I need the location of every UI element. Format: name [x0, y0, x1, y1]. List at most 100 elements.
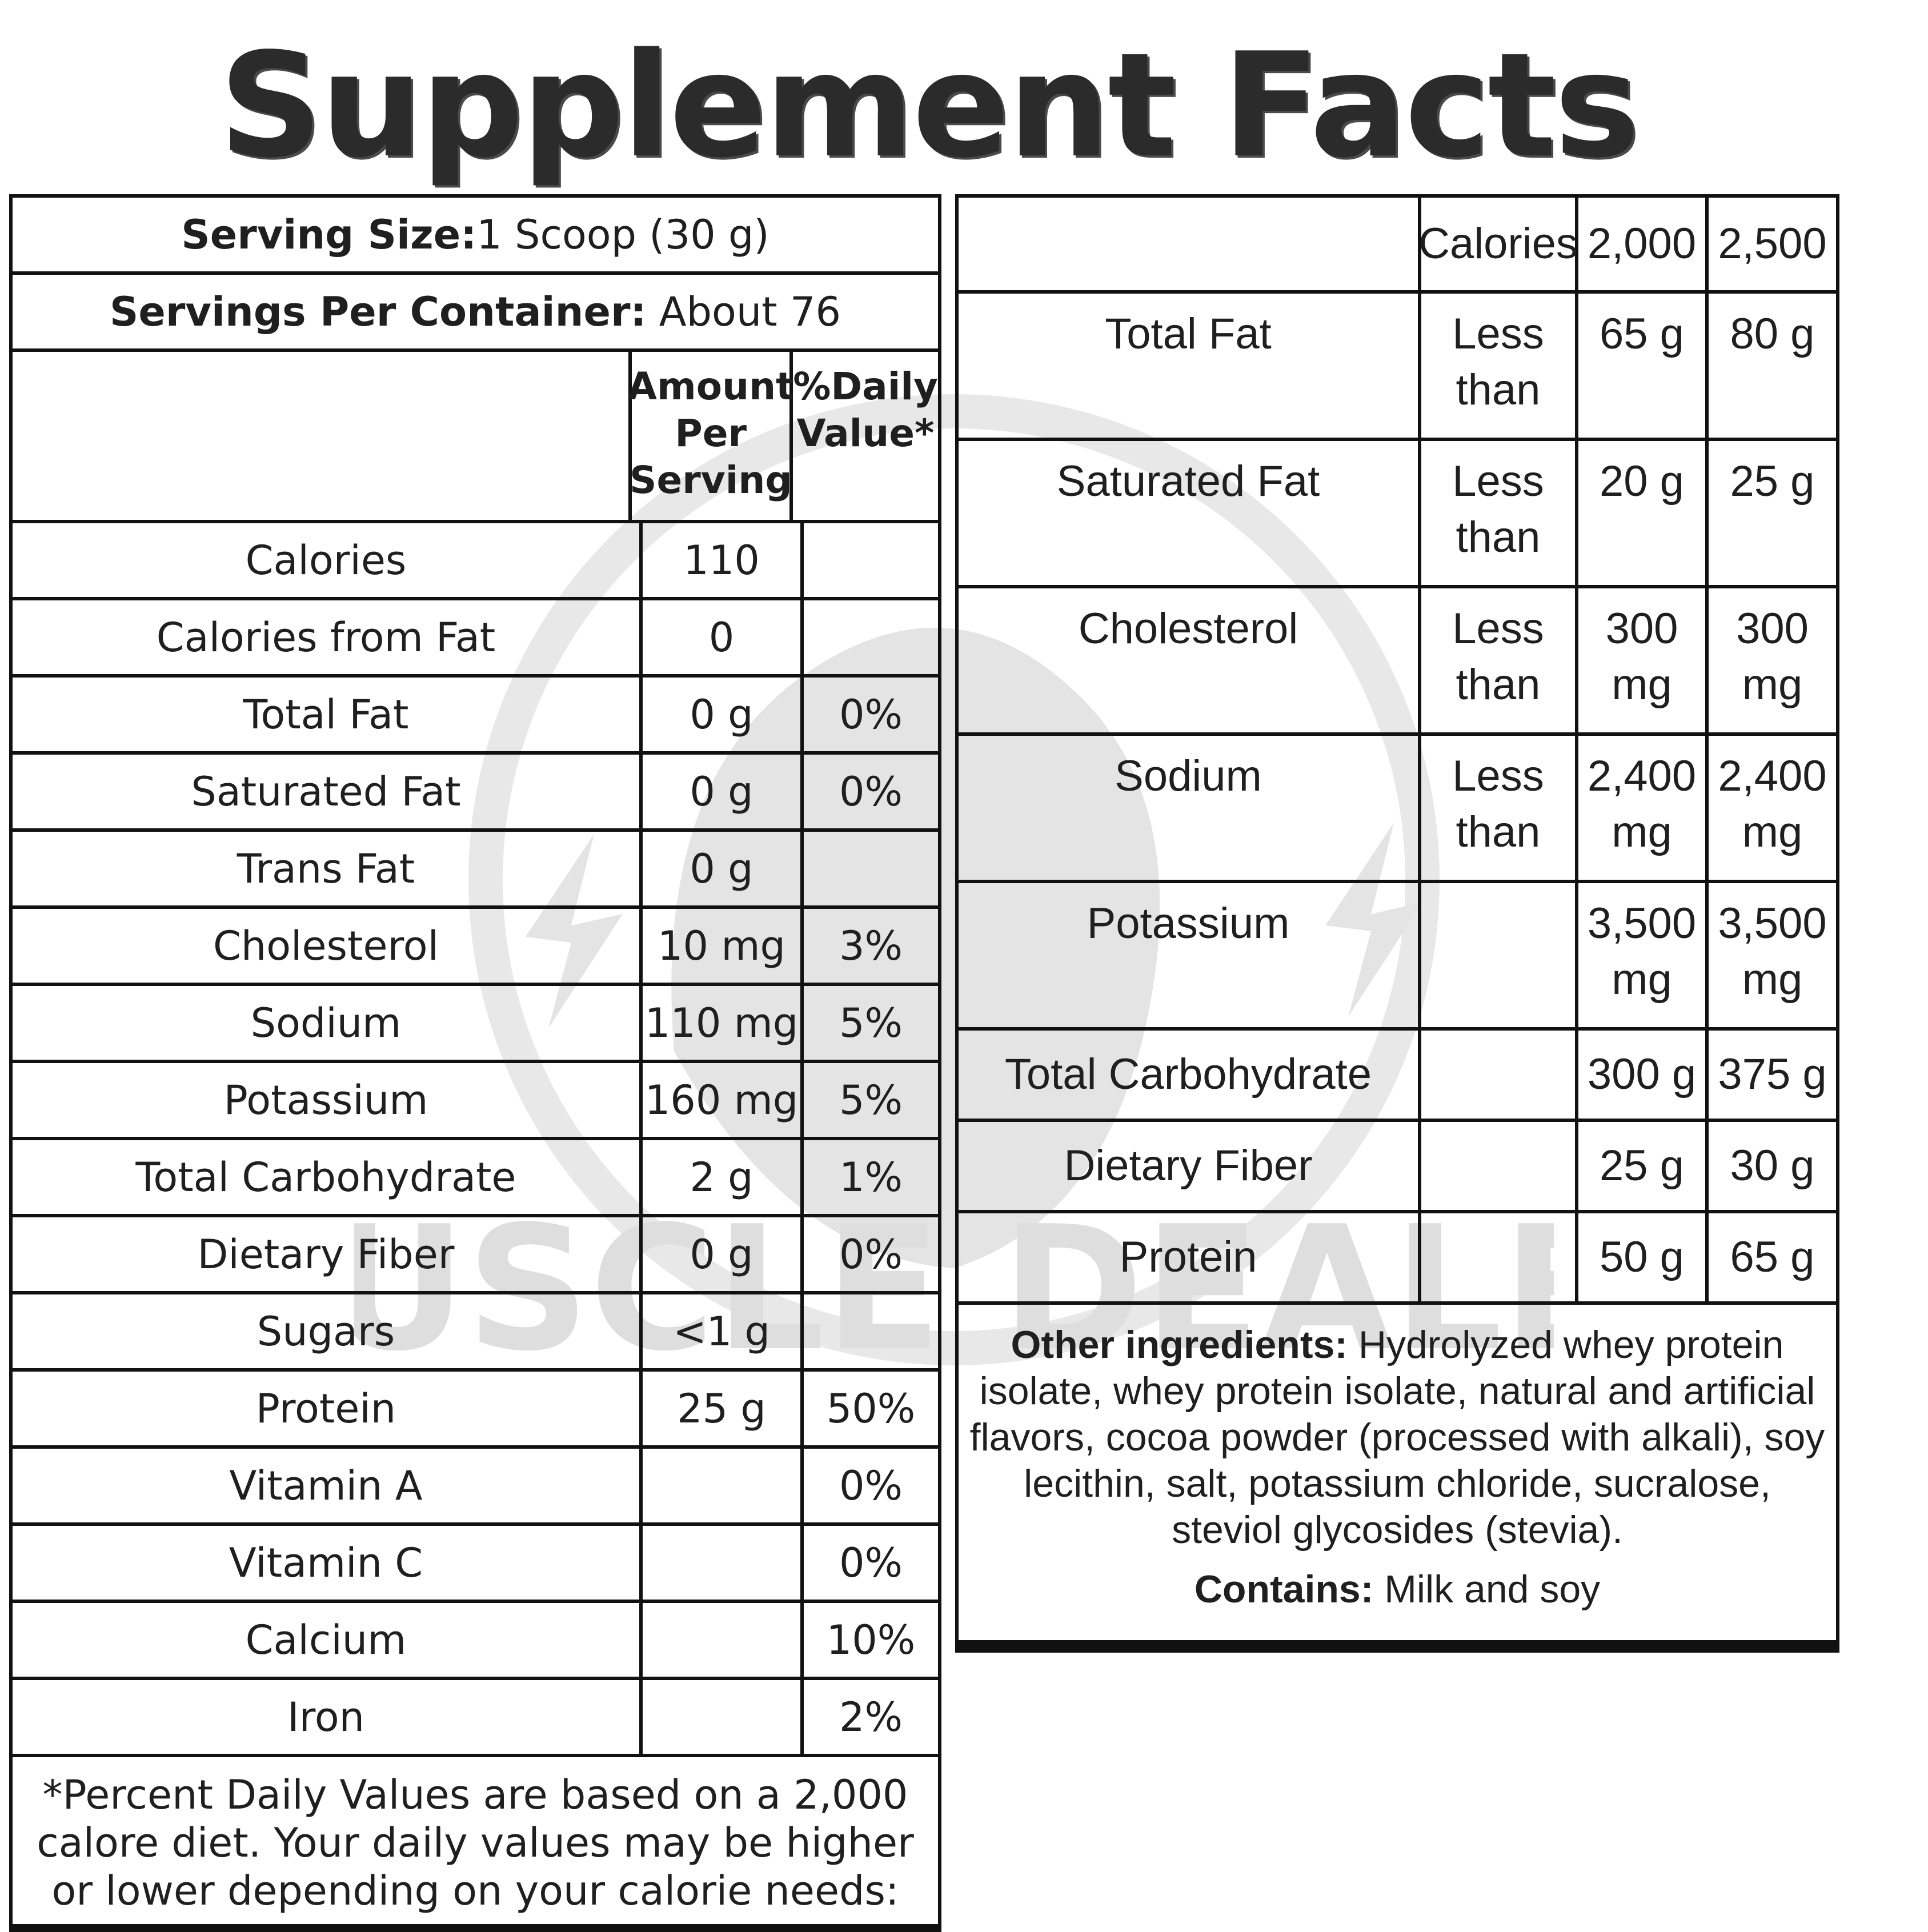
value-2500-line: 80 g — [1730, 310, 1815, 358]
limit-qualifier: Less than — [1421, 441, 1578, 585]
dv-header-line: %Daily — [793, 364, 938, 408]
table-row: Calcium 10% — [13, 1603, 938, 1680]
serving-size-value: 1 Scoop (30 g) — [476, 211, 769, 258]
limit-qualifier-line: Less — [1452, 457, 1544, 506]
nutrient-name: Total Carbohydrate — [13, 1140, 643, 1214]
value-2500-line: 375 g — [1718, 1050, 1827, 1099]
nutrient-name: Vitamin C — [13, 1526, 643, 1600]
value-2000: 3,500 mg — [1578, 883, 1709, 1027]
serving-size-label: Serving Size: — [181, 211, 477, 258]
serving-size-row: Serving Size: 1 Scoop (30 g) — [13, 198, 938, 275]
daily-value-percent — [804, 523, 938, 597]
value-2000-line: 3,500 — [1587, 899, 1697, 948]
reference-nutrient-name: Saturated Fat — [959, 441, 1421, 585]
reference-row: Potassium 3,500 mg 3,500 mg — [959, 883, 1836, 1031]
servings-per-container-value: About 76 — [659, 288, 841, 335]
nutrient-name: Sugars — [13, 1294, 643, 1368]
value-2500-line: mg — [1742, 808, 1803, 856]
dv-header-line: Value* — [796, 411, 935, 455]
allergen-contains: Contains: Milk and soy — [959, 1553, 1836, 1640]
table-header-row: Amount Per Serving %Daily Value* — [13, 352, 938, 523]
amount-header-line: Amount — [627, 364, 794, 408]
table-row: Total Carbohydrate 2 g 1% — [13, 1140, 938, 1217]
reference-row: Total Fat Less than 65 g 80 g — [959, 294, 1836, 441]
servings-per-container-label: Servings Per Container: — [109, 288, 647, 335]
value-2000: 25 g — [1578, 1122, 1709, 1210]
limit-qualifier: Less than — [1421, 736, 1578, 880]
amount-per-serving: 0 g — [643, 1217, 804, 1291]
reference-row: Protein 50 g 65 g — [959, 1213, 1836, 1305]
reference-row: Dietary Fiber 25 g 30 g — [959, 1122, 1836, 1213]
amount-header-line: Serving — [629, 458, 792, 502]
amount-per-serving: 110 — [643, 523, 804, 597]
value-2500: 30 g — [1709, 1122, 1836, 1210]
table-row: Saturated Fat 0 g 0% — [13, 755, 938, 832]
daily-value-percent: 5% — [839, 1076, 903, 1124]
reference-nutrient-name: Cholesterol — [959, 588, 1421, 732]
amount-per-serving: 25 g — [643, 1372, 804, 1445]
amount-per-serving: 110 mg — [643, 986, 804, 1060]
value-2000: 300 g — [1578, 1031, 1709, 1119]
daily-value-percent — [804, 600, 938, 674]
nutrient-name: Calories — [13, 523, 643, 597]
nutrient-name: Total Fat — [13, 678, 643, 751]
value-2500-line: 25 g — [1730, 457, 1815, 506]
reference-row: Sodium Less than 2,400 mg 2,400 mg — [959, 736, 1836, 883]
value-2000: 20 g — [1578, 441, 1709, 585]
contains-text: Milk and soy — [1384, 1568, 1601, 1611]
daily-value-percent: 50% — [826, 1385, 916, 1432]
nutrient-header — [13, 352, 632, 520]
table-row: Trans Fat 0 g — [13, 832, 938, 909]
table-row: Sugars <1 g — [13, 1294, 938, 1372]
table-row: Potassium 160 mg 5% — [13, 1063, 938, 1140]
amount-per-serving: 0 g — [643, 755, 804, 828]
daily-values-reference-table: Calories 2,000 2,500 Total Fat Less than 65… — [955, 194, 1839, 1653]
nutrient-name: Potassium — [13, 1063, 643, 1137]
limit-qualifier-line: Less — [1452, 310, 1544, 358]
value-2000-line: 300 — [1605, 604, 1678, 653]
daily-value-percent: 0% — [839, 768, 903, 815]
value-2500-line: 65 g — [1730, 1233, 1815, 1281]
table-row: Cholesterol 10 mg 3% — [13, 909, 938, 986]
table-row: Dietary Fiber 0 g 0% — [13, 1217, 938, 1294]
nutrient-name: Vitamin A — [13, 1449, 643, 1522]
reference-nutrient-name: Dietary Fiber — [959, 1122, 1421, 1210]
amount-header-line: Per — [675, 411, 747, 455]
reference-nutrient-name: Protein — [959, 1213, 1421, 1301]
table-row: Calories 110 — [13, 523, 938, 600]
reference-nutrient-name: Total Fat — [959, 294, 1421, 438]
nutrient-name: Saturated Fat — [13, 755, 643, 828]
daily-value-footnote: *Percent Daily Values are based on a 2,0… — [37, 1771, 914, 1914]
daily-value-percent: 0% — [839, 691, 903, 738]
value-2500: 25 g — [1709, 441, 1836, 585]
amount-per-serving: 0 g — [643, 832, 804, 905]
table-row: Vitamin A 0% — [13, 1449, 938, 1526]
daily-value-percent: 2% — [839, 1693, 903, 1741]
reference-row: Cholesterol Less than 300 mg 300 mg — [959, 588, 1836, 736]
value-2000-line: mg — [1612, 955, 1672, 1004]
amount-per-serving: 160 mg — [643, 1063, 804, 1137]
amount-header: Amount Per Serving — [628, 352, 794, 520]
value-2000: 50 g — [1578, 1213, 1709, 1301]
reference-header-row: Calories 2,000 2,500 — [959, 198, 1836, 294]
value-2500-line: 3,500 — [1718, 899, 1827, 948]
table-row: Protein 25 g 50% — [13, 1372, 938, 1449]
amount-per-serving — [643, 1680, 804, 1754]
daily-value-percent: 0% — [839, 1230, 903, 1278]
amount-per-serving: 2 g — [643, 1140, 804, 1214]
calories-header: Calories — [1418, 198, 1578, 290]
value-2000-line: 2,400 — [1587, 752, 1697, 800]
nutrient-name: Calcium — [13, 1603, 643, 1677]
limit-qualifier-line: than — [1456, 513, 1541, 562]
reference-nutrient-name: Total Carbohydrate — [959, 1031, 1421, 1119]
table-row: Vitamin C 0% — [13, 1526, 938, 1603]
page-title: Supplement Facts — [219, 22, 1640, 190]
daily-value-percent — [804, 1294, 938, 1368]
limit-qualifier — [1421, 1031, 1578, 1119]
nutrient-name: Sodium — [13, 986, 643, 1060]
table-row: Total Fat 0 g 0% — [13, 678, 938, 755]
value-2000: 300 mg — [1578, 588, 1709, 732]
value-2000: 65 g — [1578, 294, 1709, 438]
amount-per-serving — [643, 1449, 804, 1522]
table-row: Iron 2% — [13, 1680, 938, 1757]
